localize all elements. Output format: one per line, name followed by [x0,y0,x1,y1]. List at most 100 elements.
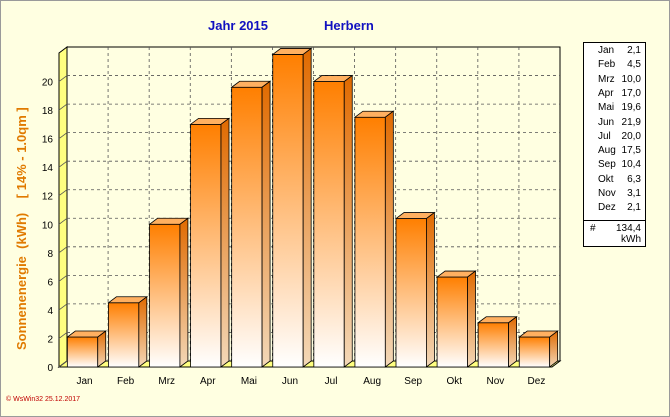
total-unit: kWh [621,234,641,245]
bar-apr [189,117,231,368]
bar-jan [66,330,107,368]
plot-side-wall [58,46,68,368]
y-tick-label: 2 [47,334,53,345]
bar-side [179,217,189,368]
side-tick [58,217,68,225]
y-tick-label: 10 [42,220,54,231]
copyright-note: © WsWin32 25.12.2017 [6,396,81,403]
legend-row: Nov 3,1 [584,188,645,201]
bar-mai [230,80,272,368]
legend-value: 19,6 [621,102,641,114]
x-tick-label: Nov [486,376,504,387]
legend-month: Dez [598,202,616,214]
bar-front [149,223,181,368]
legend-month: Apr [598,87,614,99]
bar-side [343,74,353,368]
bar-front [518,336,551,368]
legend-month: Mai [598,102,615,114]
y-tick-label: 8 [47,249,53,260]
bar-jul [312,74,354,368]
bar-front [477,322,509,368]
legend-row: Jun 21,9 [584,117,645,130]
total-symbol: # [590,223,596,234]
chart-title-location: Herbern [324,18,374,33]
legend-row: Mrz 10,0 [584,74,645,87]
chart-title-year: Jahr 2015 [208,18,268,33]
legend-month: Jul [598,130,611,142]
legend-value: 10,4 [621,159,641,171]
legend-row: Mai 19,6 [584,102,645,115]
bar-side [384,110,394,368]
y-tick-label: 14 [42,163,54,174]
x-tick-label: Jun [282,376,298,387]
bar-side [467,270,476,368]
bar-front [108,302,140,368]
side-tick [58,275,68,282]
legend-divider [584,220,645,221]
bar-okt [435,270,477,368]
bar-aug [353,110,395,368]
total-value: 134,4 [615,223,641,234]
x-tick-label: Mai [241,376,257,387]
bar-side [220,117,230,368]
bar-nov [476,315,518,368]
x-tick-label: Apr [200,376,216,387]
side-tick [58,303,68,311]
side-tick [58,103,68,111]
legend-month: Jun [598,116,615,128]
bar-feb [107,295,149,368]
y-tick-label: 4 [47,306,53,317]
legend-value: 17,5 [621,145,641,157]
legend-value: 21,9 [621,116,641,128]
bar-side [302,47,312,368]
bar-side [508,315,517,368]
legend-box: Jan 2,1 Feb 4,5 Mrz 10,0 Apr 17,0 Mai 19,6 Jun 21,9… [583,42,646,247]
side-tick [58,332,68,339]
x-tick-label: Okt [447,376,463,387]
bar-jun [271,47,313,368]
bar-front [436,276,468,368]
legend-value: 6,3 [627,173,641,185]
legend-value: 2,1 [627,45,641,56]
x-tick-label: Jan [76,376,92,387]
bar-side [97,330,107,368]
legend-month: Feb [598,59,616,71]
bar-front [231,86,263,368]
y-tick-label: 16 [42,135,54,146]
side-tick [58,75,68,82]
legend-row: Jan 2,1 [584,45,645,58]
legend-row: Okt 6,3 [584,174,645,187]
y-tick-label: 0 [47,363,53,374]
legend-month: Mrz [598,73,615,85]
side-tick [58,160,68,168]
bar-front [354,116,386,368]
side-tick [58,360,68,368]
legend-row: Jul 20,0 [584,131,645,144]
legend-row: Feb 4,5 [584,59,645,72]
y-tick-label: 18 [42,106,54,117]
legend-row: Dez 2,1 [584,202,645,215]
y-tick-label: 12 [42,192,54,203]
legend-month: Nov [598,188,616,199]
legend-month: Jan [598,45,615,56]
x-tick-label: Sep [404,376,422,387]
legend-month: Sep [598,159,616,171]
legend-value: 17,0 [621,87,641,99]
bar-side [138,295,148,368]
x-tick-label: Aug [363,376,381,387]
x-tick-label: Mrz [158,376,175,387]
side-tick [58,132,68,139]
legend-value: 10,0 [621,73,641,85]
legend-value: 2,1 [627,202,641,214]
side-tick [58,189,68,197]
legend-row: Aug 17,5 [584,145,645,158]
bar-side [261,80,271,368]
x-tick-label: Feb [117,376,135,387]
y-tick-label: 6 [47,277,53,288]
x-tick-label: Dez [528,376,546,387]
legend-value: 4,5 [627,59,641,71]
legend-month: Aug [598,145,616,157]
legend-row: Apr 17,0 [584,88,645,101]
bar-front [190,123,222,368]
